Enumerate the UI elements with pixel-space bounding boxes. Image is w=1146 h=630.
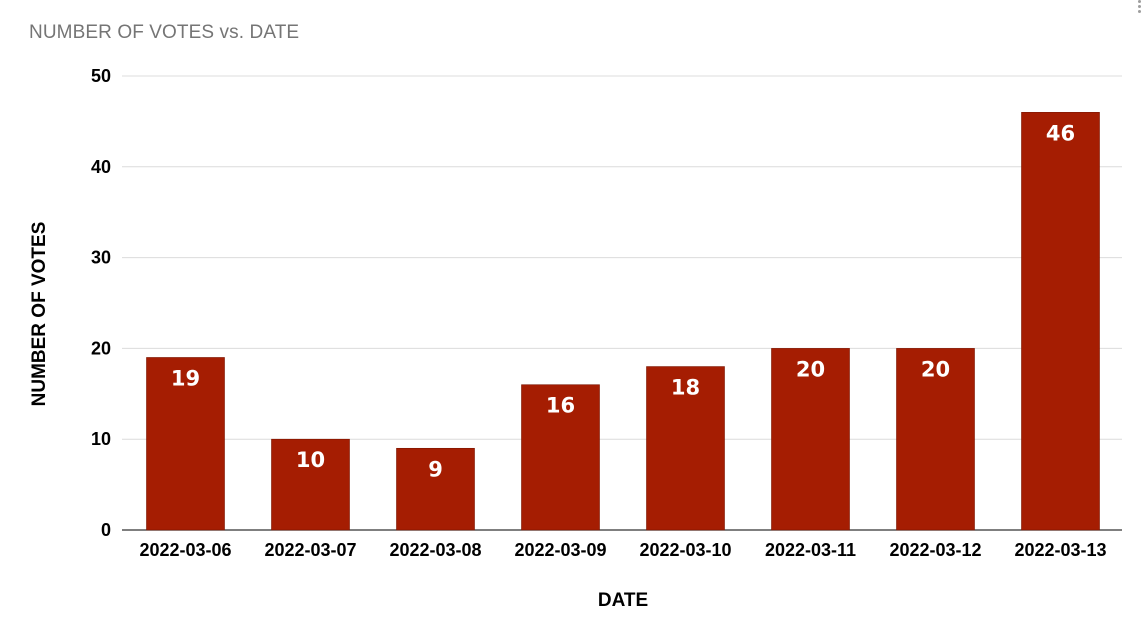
x-tick-label: 2022-03-12 [889, 540, 981, 560]
y-tick-label: 50 [91, 66, 111, 86]
bar[interactable] [1021, 112, 1100, 531]
y-tick-label: 20 [91, 338, 111, 358]
x-tick-label: 2022-03-09 [514, 540, 606, 560]
bar-data-label: 20 [921, 357, 950, 381]
bar-data-label: 20 [796, 357, 825, 381]
y-tick-label: 10 [91, 429, 111, 449]
bar[interactable] [521, 384, 600, 531]
bar-data-label: 16 [546, 394, 575, 418]
y-tick-label: 0 [101, 520, 111, 540]
y-tick-label: 30 [91, 248, 111, 268]
bar-data-label: 18 [671, 376, 700, 400]
bar-data-label: 10 [296, 448, 325, 472]
bar[interactable] [146, 357, 225, 531]
bar[interactable] [896, 348, 975, 531]
x-axis-title: DATE [598, 590, 648, 611]
x-tick-label: 2022-03-07 [264, 540, 356, 560]
bar-data-label: 9 [428, 457, 443, 481]
bar[interactable] [396, 447, 475, 531]
more-vert-icon[interactable] [1137, 0, 1143, 16]
chart-title: NUMBER OF VOTES vs. DATE [29, 22, 300, 43]
x-tick-label: 2022-03-08 [389, 540, 481, 560]
bar[interactable] [646, 366, 725, 531]
bar[interactable] [271, 438, 350, 531]
bar-data-label: 19 [171, 366, 200, 390]
y-axis-title: NUMBER OF VOTES [29, 222, 50, 407]
x-tick-label: 2022-03-13 [1014, 540, 1106, 560]
x-tick-label: 2022-03-06 [139, 540, 231, 560]
x-tick-label: 2022-03-11 [765, 540, 856, 560]
y-tick-label: 40 [91, 157, 111, 177]
bar[interactable] [771, 348, 850, 531]
x-tick-label: 2022-03-10 [639, 540, 731, 560]
bar-data-label: 46 [1046, 121, 1075, 145]
